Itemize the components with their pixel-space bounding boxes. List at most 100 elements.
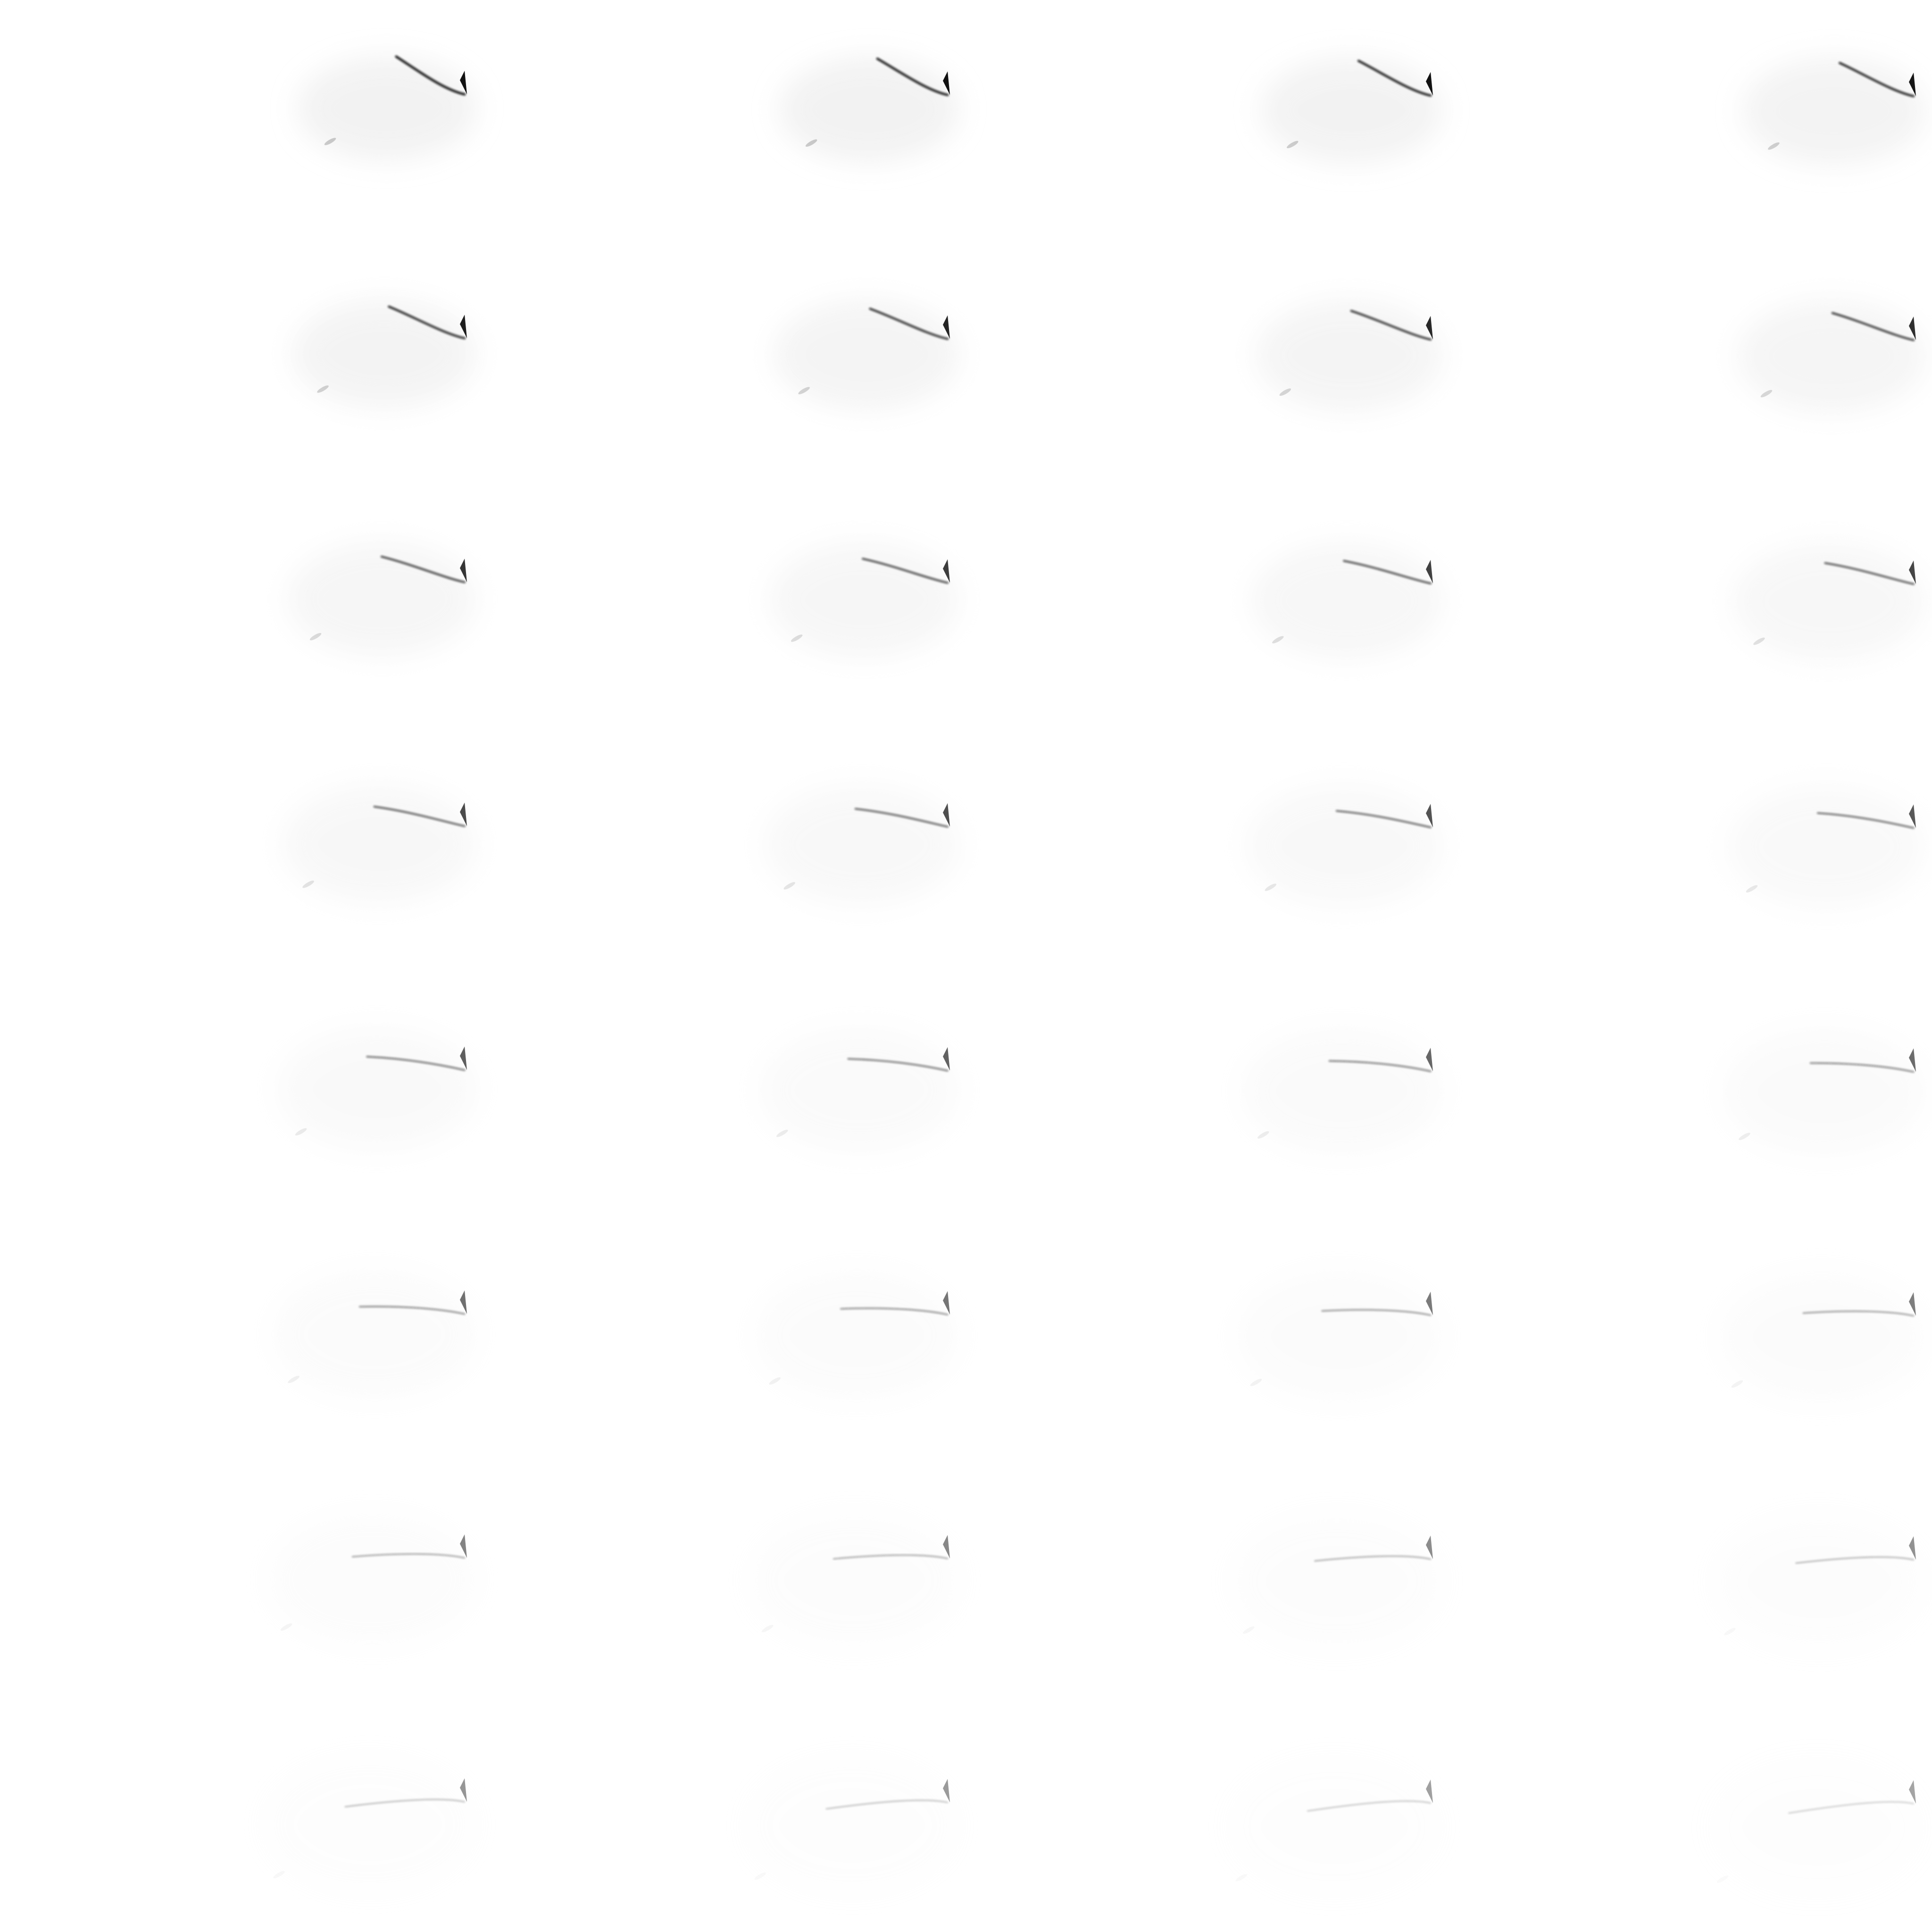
ink-speck <box>295 1128 307 1136</box>
frame-cell <box>1241 1028 1442 1154</box>
frame-cell <box>277 1027 476 1151</box>
ink-tendril <box>847 1058 949 1072</box>
ink-speck <box>302 880 314 888</box>
ink-tendril <box>359 1306 466 1315</box>
ink-speck <box>769 1377 781 1385</box>
haze-cloud <box>769 542 959 658</box>
ink-tip <box>1426 316 1433 340</box>
haze-cloud <box>759 1027 959 1152</box>
ink-tip <box>943 1047 950 1071</box>
ink-tip <box>943 803 950 827</box>
ink-tip <box>1909 804 1916 828</box>
ink-tendril <box>366 1056 466 1071</box>
frame-cell <box>774 300 959 410</box>
ink-tendril <box>380 556 466 583</box>
frame-cell <box>1732 543 1925 660</box>
ink-tip <box>943 559 950 583</box>
ink-speck <box>798 387 810 394</box>
frame-cell <box>779 57 959 162</box>
haze-cloud <box>1708 1757 1925 1898</box>
frame-cell <box>287 542 476 656</box>
frame-cell <box>749 1513 959 1648</box>
ink-tendril <box>862 558 949 584</box>
ink-tip <box>460 71 467 94</box>
ink-tendril <box>1831 312 1915 341</box>
frame-cell <box>1728 785 1925 908</box>
haze-cloud <box>749 1513 959 1648</box>
ink-tendril <box>1839 62 1915 98</box>
ink-speck <box>317 385 329 393</box>
ink-tendril <box>1824 562 1915 585</box>
ink-tip <box>1426 1291 1433 1316</box>
ink-speck <box>776 1130 788 1137</box>
ink-tendril <box>388 305 466 340</box>
ink-tendril <box>395 55 466 96</box>
frame-cell <box>1708 1757 1925 1898</box>
ink-tip <box>460 1290 467 1314</box>
ink-speck <box>1746 885 1758 893</box>
ink-tip <box>1426 1535 1433 1559</box>
frame-cell <box>1246 785 1442 907</box>
ink-tendril <box>1802 1310 1915 1317</box>
ink-speck <box>288 1375 300 1383</box>
frame-cell <box>1713 1514 1925 1651</box>
ink-tendril <box>1328 1060 1432 1072</box>
haze-cloud <box>263 1756 476 1894</box>
ink-tendril <box>869 308 949 340</box>
ink-tip <box>460 1046 467 1070</box>
haze-cloud <box>779 57 959 162</box>
ink-speck <box>805 139 817 147</box>
haze-cloud <box>1718 1271 1925 1403</box>
ink-tip <box>1909 1048 1916 1072</box>
frame-cell <box>764 785 959 905</box>
ink-tendril <box>1788 1801 1914 1814</box>
ink-tip <box>460 1778 467 1802</box>
ink-speck <box>1272 636 1284 644</box>
haze-cloud <box>1241 1028 1442 1154</box>
frame-cell <box>745 1756 959 1895</box>
ink-tendril <box>1321 1309 1432 1316</box>
haze-cloud <box>1723 1028 1925 1156</box>
ink-tendril <box>1335 810 1432 828</box>
ink-tip <box>1909 1780 1916 1804</box>
frame-cell <box>268 1513 477 1646</box>
haze-cloud <box>745 1756 959 1895</box>
ink-speck <box>1760 390 1773 398</box>
ink-tip <box>1909 1536 1916 1560</box>
ink-tendril <box>373 806 466 827</box>
frame-cell <box>759 1027 959 1152</box>
haze-cloud <box>1732 543 1925 660</box>
ink-tendril <box>876 58 949 96</box>
haze-cloud <box>1742 57 1925 165</box>
ink-tip <box>460 802 467 826</box>
ink-tip <box>1909 316 1916 341</box>
ink-speck <box>309 633 322 641</box>
frame-cell <box>283 784 476 903</box>
frame-cell <box>1723 1028 1925 1156</box>
ink-speck <box>1279 388 1291 396</box>
ink-tip <box>943 1779 950 1803</box>
haze-cloud <box>1260 57 1442 164</box>
ink-speck <box>280 1623 292 1631</box>
ink-tip <box>943 1535 950 1559</box>
ink-tendril <box>344 1799 466 1807</box>
frame-cell <box>1737 300 1925 413</box>
ink-speck <box>1250 1379 1262 1386</box>
ink-tip <box>1426 1048 1433 1072</box>
ink-speck <box>783 882 795 890</box>
ink-tendril <box>854 808 949 828</box>
ink-tendril <box>1314 1555 1432 1562</box>
ink-tendril <box>1350 309 1432 341</box>
haze-cloud <box>273 1270 476 1399</box>
ink-speck <box>1257 1131 1269 1139</box>
haze-cloud <box>297 57 476 160</box>
haze-cloud <box>283 784 476 903</box>
ink-speck <box>1739 1133 1750 1141</box>
frame-cell <box>292 299 476 408</box>
haze-cloud <box>1246 785 1442 907</box>
ink-tip <box>1426 1779 1433 1803</box>
frame-cell <box>263 1756 476 1894</box>
frame-cell <box>1718 1271 1925 1403</box>
frame-cell <box>273 1270 476 1399</box>
